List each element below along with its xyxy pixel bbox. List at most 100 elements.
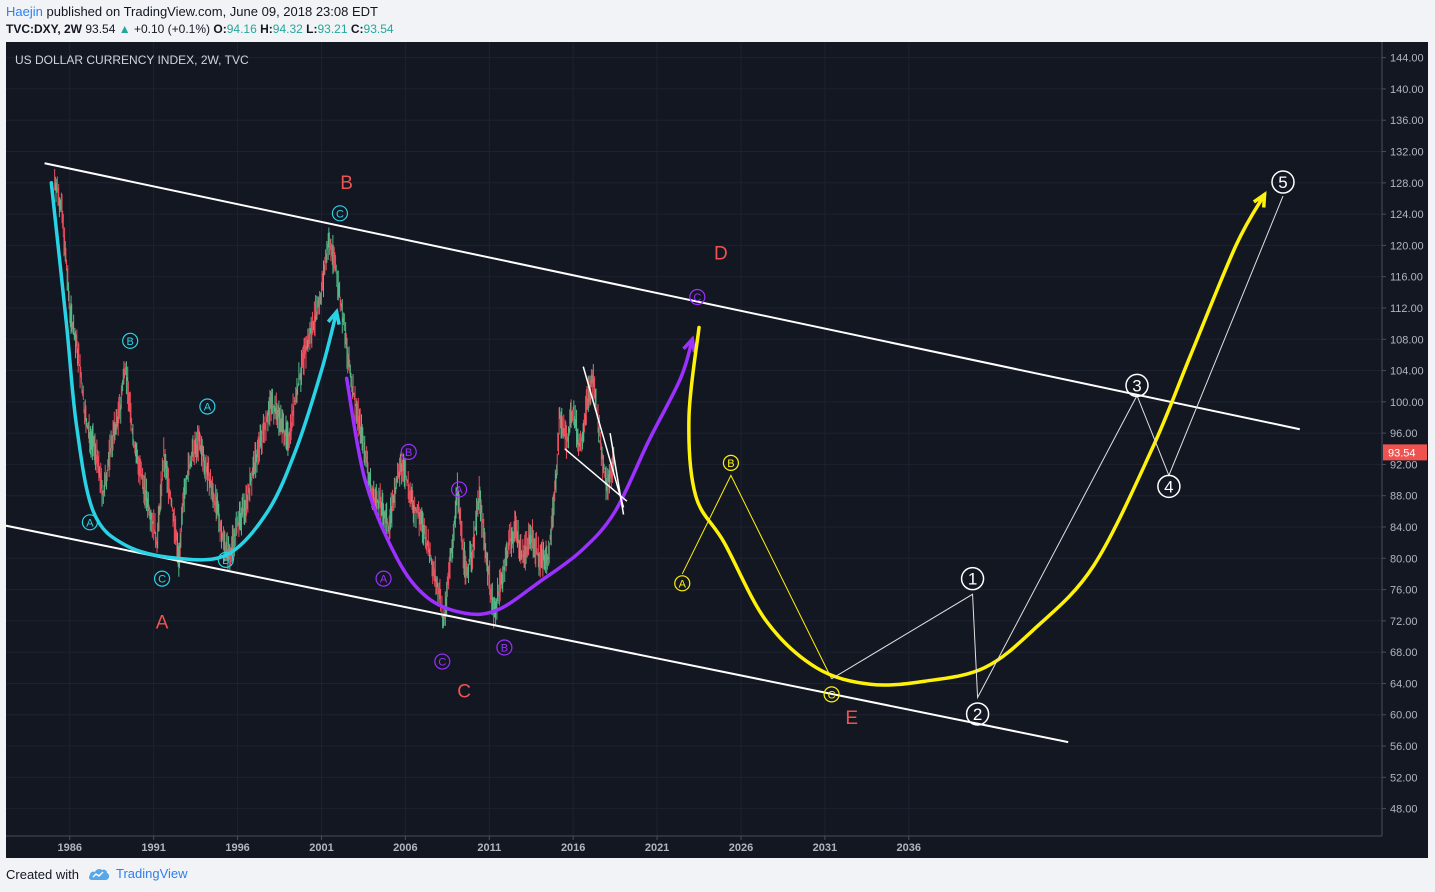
y-tick-label: 84.00: [1390, 522, 1418, 534]
wave-labels: A B C D E B A C A B C B A A C B C A B C 1 2 3 4 5: [81, 170, 1295, 729]
x-tick-label: 2011: [477, 842, 501, 854]
wave-label-c: C: [457, 682, 471, 703]
chart-header: Haejin published on TradingView.com, Jun…: [0, 0, 1435, 42]
y-tick-label: 144.00: [1390, 53, 1424, 65]
wave-circle-purple: [689, 288, 706, 306]
tradingview-label: TradingView: [116, 866, 188, 881]
chart-background: [6, 42, 1428, 858]
y-tick-label: 108.00: [1390, 334, 1424, 346]
wave-circle-label-white: 2: [973, 705, 982, 724]
wave-circle-label-white: 5: [1278, 173, 1287, 192]
wave-circle-cyan: [217, 551, 234, 568]
y-tick-label: 52.00: [1390, 772, 1418, 784]
yellow-arc-curve: [687, 192, 1267, 687]
wave-circle-label-purple: B: [405, 447, 412, 459]
wave-circle-label-cyan: B: [127, 336, 134, 348]
y-tick-label: 128.00: [1390, 178, 1424, 190]
y-tick-label: 120.00: [1390, 240, 1424, 252]
wave-circle-cyan: [199, 398, 216, 415]
wave-circle-label-purple: A: [455, 484, 463, 496]
tradingview-brand[interactable]: TradingView: [88, 866, 188, 881]
wave-circle-purple: [496, 639, 513, 656]
wave-circle-cyan: [153, 570, 171, 587]
wave-circle-white: [1271, 170, 1295, 194]
y-tick-label: 132.00: [1390, 147, 1424, 159]
wave-circle-white: [965, 702, 990, 726]
x-tick-label: 2036: [897, 842, 921, 854]
wave-circle-label-cyan: A: [86, 517, 94, 529]
cyan-arrow-head: [326, 307, 341, 325]
chart-title: US DOLLAR CURRENCY INDEX, 2W, TVC: [15, 53, 249, 67]
wave-circle-purple: [375, 570, 392, 587]
wave-circle-cyan: [331, 205, 349, 222]
publish-line: Haejin published on TradingView.com, Jun…: [6, 4, 378, 19]
wave-circle-white: [1157, 474, 1181, 499]
change-value: +0.10 (+0.1%): [133, 22, 211, 36]
wedge-arrow-line: [609, 433, 625, 515]
y-tick-label: 140.00: [1390, 84, 1424, 96]
yellow-arrow-head: [1252, 191, 1267, 208]
wave-circle-purple: [400, 443, 417, 461]
last-price-tag-bg: [1383, 444, 1427, 461]
x-tick-label: 2006: [393, 842, 417, 854]
wave-circle-label-purple: C: [693, 292, 701, 304]
white-impulse-wave: [831, 195, 1284, 700]
wave-circle-label-cyan: A: [204, 402, 212, 414]
y-tick-label: 60.00: [1390, 710, 1418, 722]
y-tick-label: 116.00: [1390, 272, 1423, 284]
wave-circle-label-white: 3: [1132, 376, 1141, 395]
last-price: 93.54: [85, 22, 116, 36]
price-axis[interactable]: 144.00 140.00 136.00 132.00 128.00 124.00 120.…: [1382, 53, 1424, 816]
wave-circle-label-white: 1: [968, 570, 977, 589]
x-tick-label: 2031: [813, 842, 837, 854]
wave-circle-yellow: [823, 686, 840, 703]
ohlc-line: TVC:DXY, 2W 93.54 ▲ +0.10 (+0.1%) O:94.1…: [6, 22, 394, 36]
author-link[interactable]: Haejin: [6, 4, 43, 19]
wave-circle-label-yellow: B: [727, 458, 734, 470]
wave-circle-cyan: [122, 332, 139, 349]
x-tick-label: 2016: [561, 842, 585, 854]
footer: Created with TradingView: [0, 858, 1435, 892]
time-axis[interactable]: 1986 1991 1996 2001 2006 2011 2016 2021 2026 2031…: [58, 836, 922, 854]
y-tick-label: 88.00: [1390, 491, 1418, 503]
x-tick-label: 1991: [141, 842, 165, 854]
y-tick-label: 124.00: [1390, 209, 1424, 221]
wave-circle-label-cyan: C: [158, 574, 166, 586]
publish-info: published on TradingView.com, June 09, 2…: [46, 4, 378, 19]
y-tick-label: 48.00: [1390, 804, 1418, 816]
y-tick-label: 64.00: [1390, 678, 1418, 690]
wave-circle-purple: [434, 653, 451, 670]
wave-label-a: A: [156, 613, 169, 634]
wave-circle-purple: [450, 481, 468, 498]
high-value: 94.32: [272, 22, 303, 36]
price-series: [54, 168, 615, 629]
wave-label-b: B: [340, 173, 353, 194]
wave-circle-cyan: [81, 514, 99, 531]
symbol-label: TVC:DXY, 2W: [6, 22, 83, 36]
y-tick-label: 68.00: [1390, 647, 1418, 659]
chart-grid: [6, 42, 1382, 836]
y-tick-label: 92.00: [1390, 459, 1418, 471]
wave-circle-yellow: [674, 575, 691, 592]
purple-arrow-head: [682, 335, 697, 353]
purple-arc-curve: [344, 337, 695, 617]
wave-circle-label-purple: C: [438, 657, 446, 669]
price-chart[interactable]: 144.00 140.00 136.00 132.00 128.00 124.00 120.…: [6, 42, 1428, 858]
wave-circle-label-cyan: C: [336, 208, 344, 220]
wave-circle-label-white: 4: [1164, 477, 1173, 496]
y-tick-label: 80.00: [1390, 553, 1418, 565]
last-price-tag-label: 93.54: [1388, 447, 1416, 459]
open-value: 94.16: [226, 22, 257, 36]
wave-circle-label-yellow: C: [828, 689, 836, 701]
wave-circle-white: [1125, 373, 1149, 398]
x-tick-label: 1996: [225, 842, 249, 854]
x-tick-label: 2001: [309, 842, 333, 854]
x-tick-label: 2021: [645, 842, 669, 854]
cyan-arc-curve: [49, 181, 339, 562]
last-price-tag: 93.54: [1383, 444, 1427, 461]
y-tick-label: 76.00: [1390, 585, 1418, 597]
wave-circle-label-cyan: B: [222, 555, 229, 567]
wave-circle-label-purple: B: [501, 642, 508, 654]
wave-label-e: E: [845, 708, 858, 729]
wave-circle-label-yellow: A: [679, 578, 687, 590]
